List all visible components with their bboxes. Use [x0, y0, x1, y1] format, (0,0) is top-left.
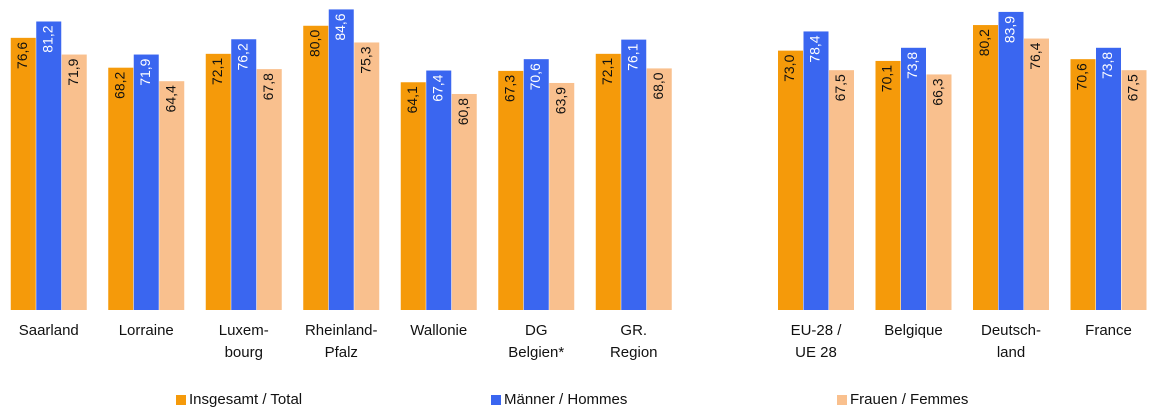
- legend-label: Frauen / Femmes: [850, 391, 969, 408]
- bar: [595, 53, 621, 310]
- legend-item: Männer / Hommes: [491, 391, 627, 409]
- value-label: 68,2: [111, 71, 127, 98]
- bar: [426, 70, 452, 310]
- value-label: 73,0: [781, 54, 797, 81]
- value-label: 67,5: [1125, 74, 1141, 101]
- bar: [498, 70, 524, 311]
- x-tick-label: EU-28 / UE 28: [790, 322, 842, 361]
- value-label: 70,6: [1074, 63, 1090, 90]
- legend-label: Insgesamt / Total: [189, 391, 303, 408]
- legend-item: Insgesamt / Total: [176, 391, 302, 409]
- bar: [803, 31, 829, 311]
- bar: [36, 21, 62, 310]
- value-label: 70,6: [527, 63, 543, 90]
- bar: [549, 82, 575, 310]
- x-tick-label: France: [1085, 322, 1132, 339]
- bar: [829, 70, 854, 310]
- value-label: 67,5: [832, 74, 848, 101]
- value-label: 76,1: [624, 43, 640, 70]
- value-label: 71,9: [65, 58, 81, 85]
- value-label: 76,4: [1027, 42, 1043, 69]
- value-label: 70,1: [879, 65, 895, 92]
- value-label: 80,2: [976, 29, 992, 56]
- value-label: 80,0: [306, 30, 322, 57]
- bar: [10, 37, 36, 311]
- value-label: 75,3: [357, 46, 373, 73]
- x-tick-label: Deutsch- land: [980, 322, 1042, 361]
- value-label: 66,3: [930, 78, 946, 105]
- value-label: 78,4: [807, 35, 823, 62]
- value-label: 63,9: [552, 87, 568, 114]
- bar: [1121, 70, 1147, 310]
- bar: [646, 68, 672, 311]
- bar: [61, 54, 87, 310]
- value-label: 71,9: [137, 58, 153, 85]
- bar: [159, 81, 185, 311]
- bar: [133, 54, 159, 310]
- legend-swatch: [176, 395, 186, 405]
- value-label: 64,1: [404, 86, 420, 113]
- bar: [1024, 38, 1049, 310]
- value-label: 76,2: [234, 43, 250, 70]
- value-label: 84,6: [332, 13, 348, 40]
- x-tick-label: Lorraine: [118, 322, 174, 339]
- bar: [973, 25, 998, 311]
- bar: [451, 93, 477, 311]
- value-label: 67,4: [429, 74, 445, 101]
- value-label: 73,8: [1099, 52, 1115, 79]
- bar: [400, 82, 426, 310]
- x-tick-label: DG Belgien*: [508, 322, 565, 361]
- bar: [256, 69, 282, 310]
- value-label: 76,6: [14, 42, 30, 69]
- legend-swatch: [491, 395, 501, 405]
- bar: [231, 39, 257, 311]
- bar: [108, 67, 134, 310]
- bar: [875, 60, 901, 310]
- value-label: 72,1: [599, 58, 615, 85]
- value-label: 64,4: [162, 85, 178, 112]
- bar: [328, 9, 354, 311]
- bar: [901, 47, 926, 311]
- bar: [354, 42, 380, 310]
- x-tick-label: Rheinland- Pfalz: [304, 322, 378, 361]
- bar: [621, 39, 647, 310]
- legend-swatch: [837, 395, 847, 405]
- value-label: 60,8: [455, 98, 471, 125]
- x-tick-label: Luxem- bourg: [218, 322, 269, 361]
- value-label: 67,3: [501, 75, 517, 102]
- x-tick-label: Belgique: [884, 322, 943, 339]
- bar: [303, 25, 329, 310]
- bar: [1070, 59, 1096, 310]
- value-label: 68,0: [650, 72, 666, 99]
- x-tick-label: GR. Region: [609, 322, 658, 361]
- bar: [205, 53, 231, 310]
- bar: [926, 74, 952, 310]
- bar: [998, 11, 1024, 311]
- value-label: 73,8: [904, 52, 920, 79]
- x-tick-label: Saarland: [18, 322, 79, 339]
- legend-item: Frauen / Femmes: [837, 391, 968, 409]
- bar: [523, 59, 549, 310]
- legend-label: Männer / Hommes: [504, 391, 628, 408]
- x-tick-label: Wallonie: [410, 322, 468, 339]
- bar: [778, 50, 803, 311]
- value-label: 67,8: [260, 73, 276, 100]
- value-label: 83,9: [1002, 16, 1018, 43]
- value-label: 72,1: [209, 58, 225, 85]
- value-label: 81,2: [39, 25, 55, 52]
- bar: [1096, 47, 1121, 311]
